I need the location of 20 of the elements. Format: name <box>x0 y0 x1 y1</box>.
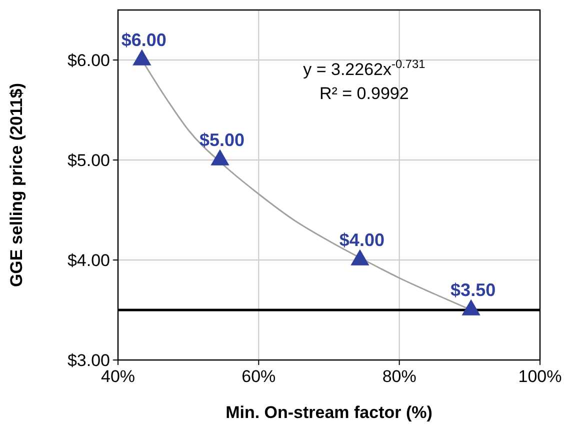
y-tick-label: $3.00 <box>67 350 110 370</box>
y-axis-title: GGE selling price (2011$) <box>7 82 26 288</box>
point <box>132 49 152 66</box>
x-tick-label: 60% <box>242 367 276 386</box>
point <box>210 149 230 166</box>
y-tick-label: $6.00 <box>67 50 110 70</box>
x-tick-label: 40% <box>100 367 136 386</box>
point <box>350 249 370 266</box>
point <box>462 299 480 316</box>
annotation: y = 3.2262x$^{-0.731}$ <box>303 57 426 79</box>
data-label: $6.00 <box>121 30 166 50</box>
annotation: R² = 0.9992 <box>320 84 409 103</box>
data-label: $4.00 <box>339 230 384 250</box>
x-axis-title: Min. On-stream factor (%) <box>226 403 432 422</box>
x-tick-label: 80% <box>382 367 416 386</box>
data-label: $5.00 <box>199 130 245 150</box>
x-tick-label: 100% <box>518 367 562 386</box>
y-tick-label: $4.00 <box>67 250 110 270</box>
y-tick-label: $5.00 <box>67 150 110 170</box>
data-label: $3.50 <box>450 280 496 300</box>
